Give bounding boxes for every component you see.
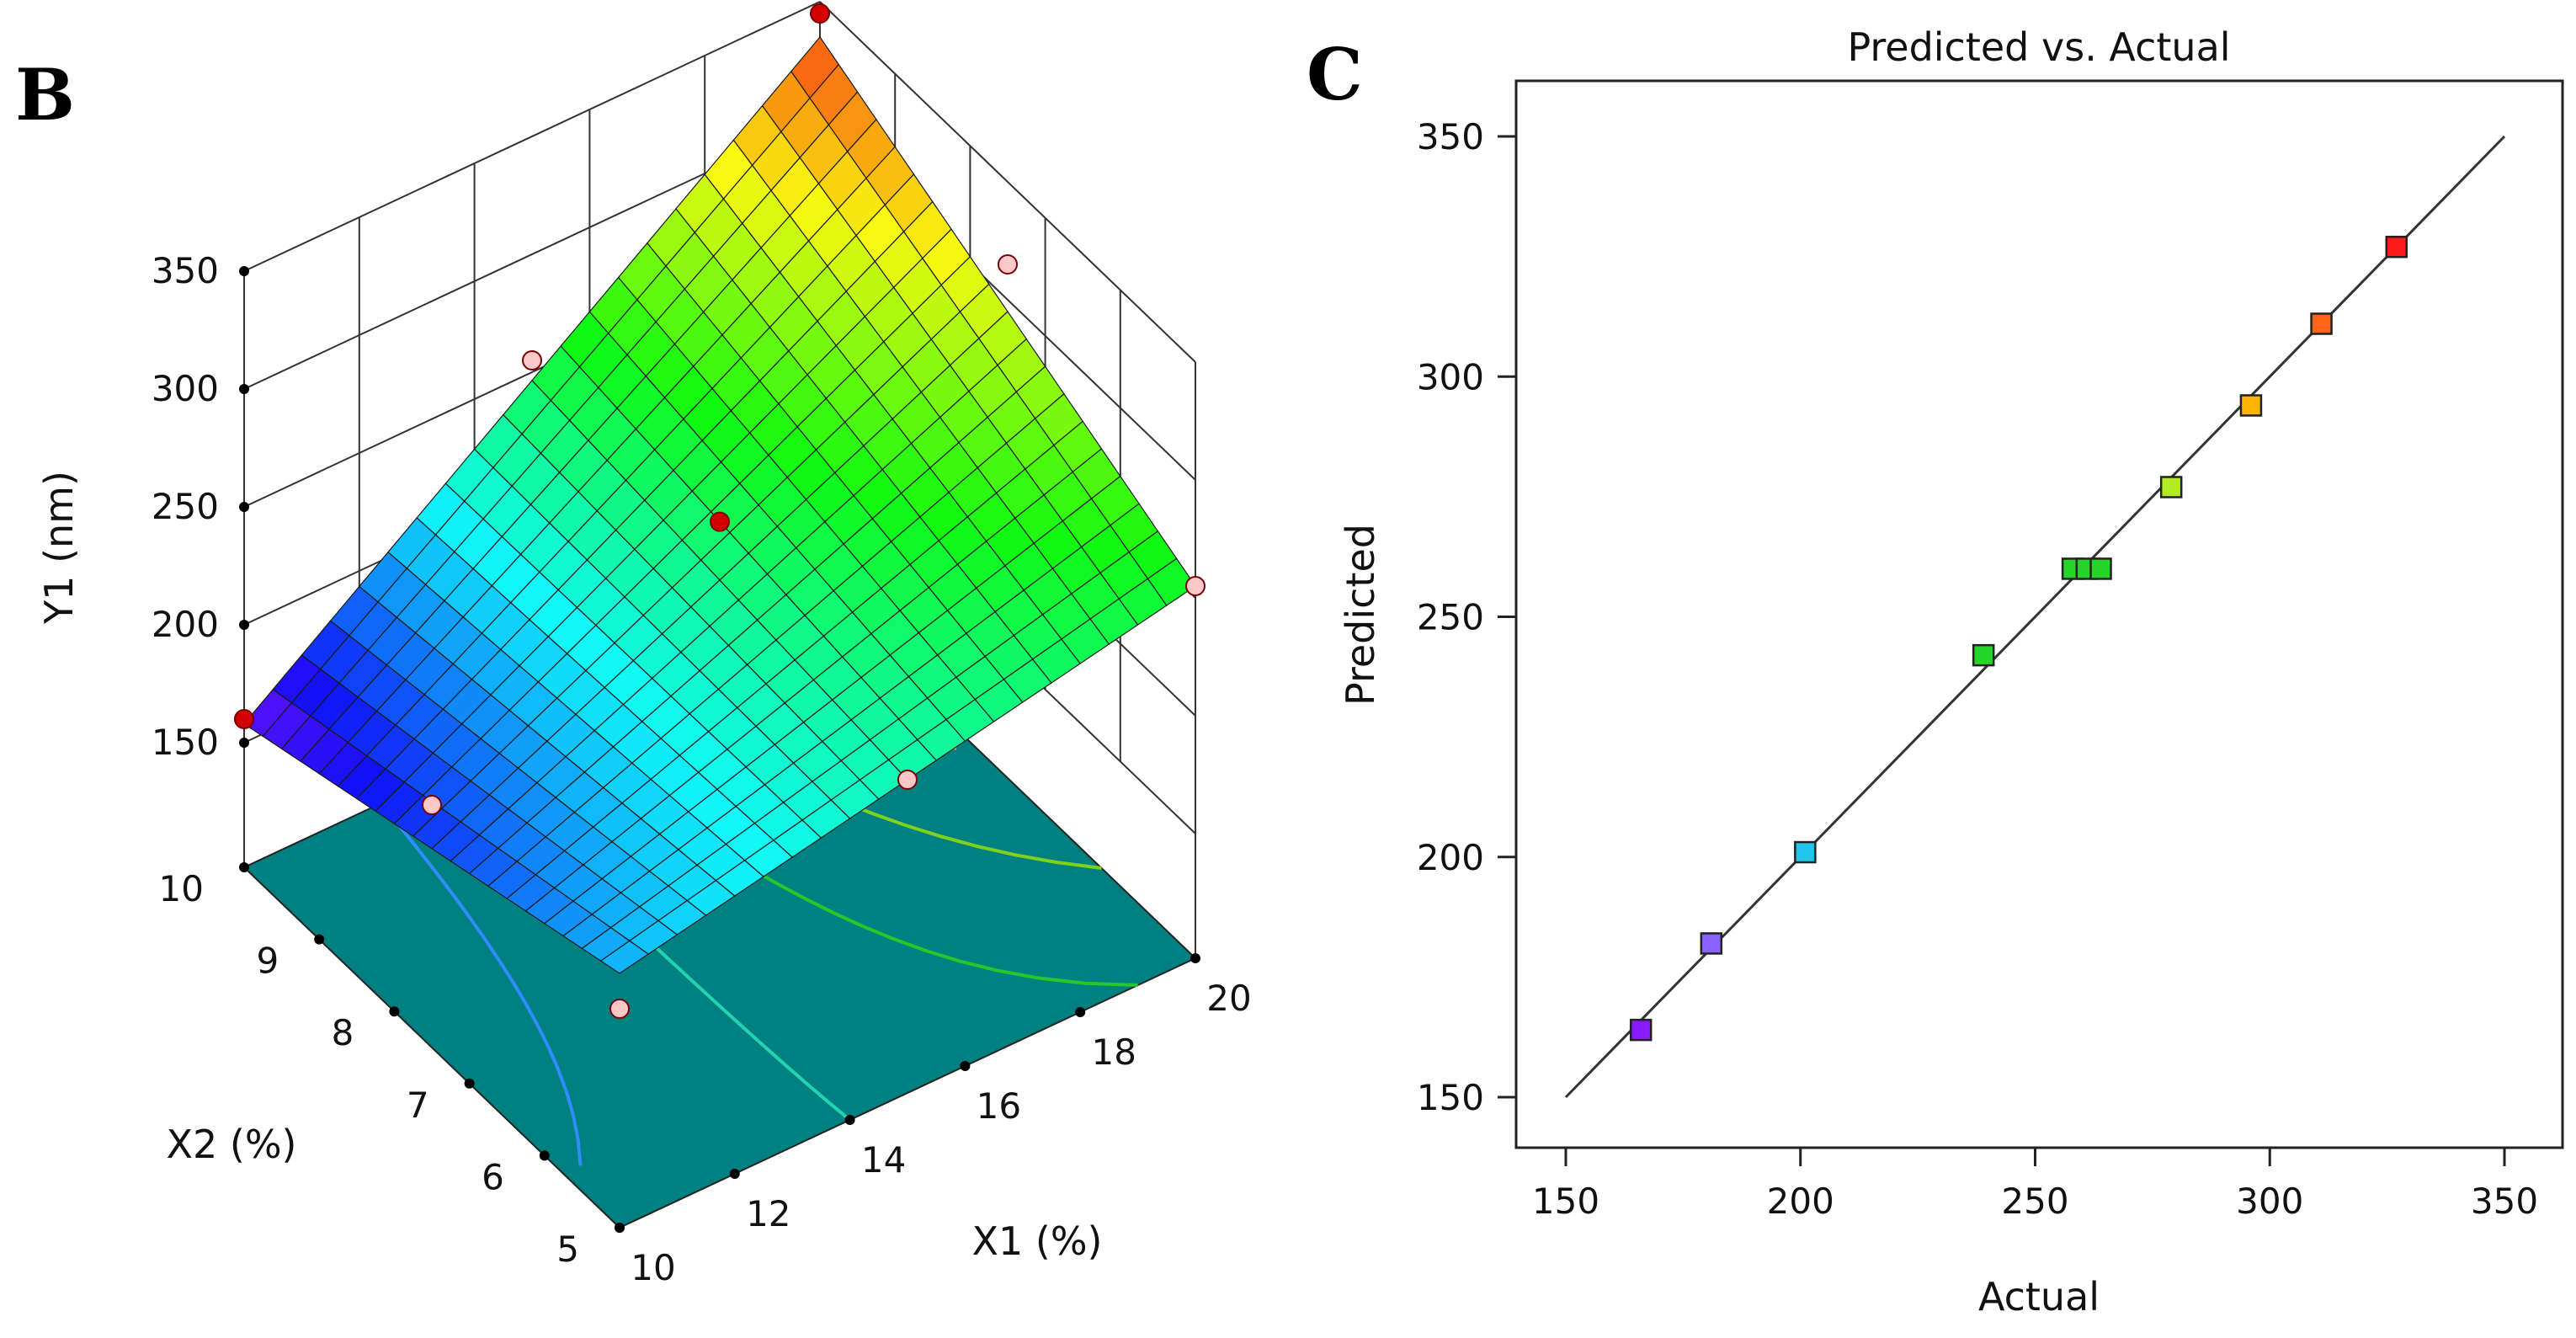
response-surface <box>243 36 1196 974</box>
x-tick-label: 20 <box>1206 978 1251 1019</box>
data-point <box>1629 1018 1653 1042</box>
x-tick-mark <box>1190 953 1200 963</box>
design-point <box>998 254 1018 275</box>
data-point <box>2159 476 2183 498</box>
panel-label-c: C <box>1307 33 1363 116</box>
design-points <box>234 3 1206 1019</box>
back-wall-gridline <box>243 1 821 272</box>
y-tick-label: 8 <box>332 1012 354 1053</box>
data-point <box>2089 557 2112 580</box>
axis-ticks: 150 200 250 300 350 150 200 250 300 350 <box>1417 116 2538 1222</box>
design-point <box>422 795 442 815</box>
x-axis-label: X1 (%) <box>971 1218 1102 1264</box>
y-tick-mark <box>314 934 325 945</box>
y-tick-label: 6 <box>482 1156 504 1197</box>
surface-axes: 150 200 250 300 350 Y1 (nm) 10 12 14 16 18 20 X1 (%)… <box>36 250 1252 1288</box>
y-tick-mark <box>615 1223 625 1233</box>
plot-frame <box>1514 79 2564 1149</box>
design-point <box>234 709 254 729</box>
y-axis-label: X2 (%) <box>166 1122 296 1167</box>
x-tick-label: 150 <box>1532 1181 1599 1222</box>
x-tick-mark <box>729 1169 740 1179</box>
y-tick-mark <box>539 1150 550 1161</box>
z-tick-label: 350 <box>152 250 219 291</box>
design-point <box>1185 576 1206 596</box>
design-point <box>609 999 630 1019</box>
y-tick-mark <box>389 1006 400 1017</box>
y-tick-mark <box>239 862 249 872</box>
x-tick-mark <box>960 1061 971 1071</box>
design-point <box>710 511 730 532</box>
x-tick-label: 18 <box>1091 1031 1136 1073</box>
surface-cell <box>1147 557 1196 606</box>
y-tick-label: 300 <box>1417 356 1484 397</box>
x-axis-label: Actual <box>1978 1274 2100 1319</box>
panel-label-b: B <box>15 53 75 136</box>
y-axis-label: Predicted <box>1338 524 1383 706</box>
x-tick-label: 12 <box>746 1193 790 1234</box>
x-tick-label: 16 <box>977 1085 1021 1127</box>
x-tick-label: 300 <box>2236 1181 2303 1222</box>
x-tick-label: 14 <box>861 1139 906 1181</box>
z-tick-label: 250 <box>152 486 219 527</box>
x-tick-label: 350 <box>2471 1181 2538 1222</box>
chart-title: Predicted vs. Actual <box>1847 24 2230 70</box>
y-tick-label: 250 <box>1417 597 1484 638</box>
data-point <box>2239 394 2263 417</box>
y-tick-label: 10 <box>159 868 204 909</box>
x-tick-label: 10 <box>631 1247 675 1288</box>
x-tick-mark <box>844 1115 855 1125</box>
design-point <box>897 770 918 790</box>
contour-line <box>379 802 583 1166</box>
x-tick-label: 200 <box>1767 1181 1834 1222</box>
design-point <box>522 350 542 370</box>
y-tick-mark <box>464 1078 475 1089</box>
z-tick-mark <box>239 502 249 512</box>
y-tick-label: 200 <box>1417 837 1484 878</box>
z-tick-mark <box>239 738 249 748</box>
scatter-points <box>1629 235 2408 1042</box>
side-wall-gridline <box>819 1 1196 363</box>
z-axis-label: Y1 (nm) <box>36 471 82 625</box>
y-tick-label: 7 <box>407 1085 429 1126</box>
design-point <box>810 3 830 24</box>
z-tick-mark <box>239 266 249 276</box>
data-point <box>1972 643 1995 667</box>
data-point <box>1700 932 1723 955</box>
z-tick-label: 150 <box>152 722 219 763</box>
scatter-panel: C Predicted vs. Actual Actual Predicted … <box>1307 24 2564 1319</box>
y-tick-label: 350 <box>1417 116 1484 157</box>
y-tick-label: 150 <box>1417 1077 1484 1118</box>
y-tick-label: 5 <box>556 1229 579 1270</box>
z-tick-label: 300 <box>152 368 219 409</box>
z-tick-mark <box>239 620 249 630</box>
x-tick-mark <box>1075 1007 1086 1017</box>
data-point <box>2310 312 2333 335</box>
surface-panel: B 150 200 250 300 350 Y1 (nm) 10 12 14 16 18 20 X1 (… <box>15 1 1252 1288</box>
z-tick-mark <box>239 384 249 394</box>
z-tick-label: 200 <box>152 604 219 645</box>
x-tick-label: 250 <box>2001 1181 2068 1222</box>
data-point <box>1794 840 1817 864</box>
y-tick-label: 9 <box>256 941 279 982</box>
data-point <box>2385 235 2408 259</box>
